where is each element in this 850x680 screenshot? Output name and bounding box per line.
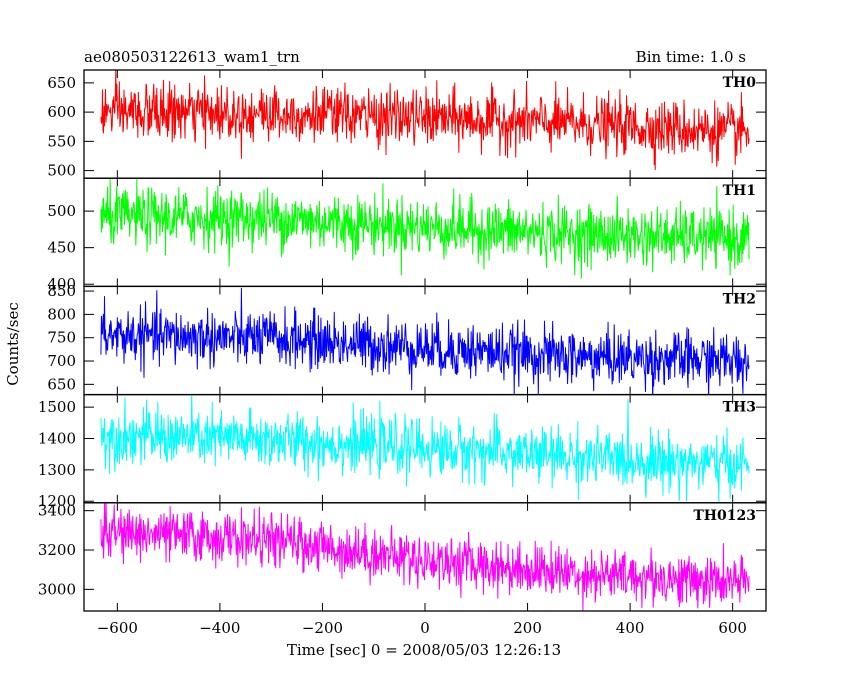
panel-label: TH3 (723, 400, 756, 416)
y-tick-label: 450 (47, 239, 76, 257)
y-tick-label: 3000 (38, 580, 76, 598)
y-tick-label: 500 (47, 202, 76, 220)
panel-th2: 650 700 750 800 850 TH2 (47, 282, 767, 396)
y-tick-label: 3400 (38, 502, 76, 520)
panel-frame (83, 393, 767, 504)
y-tick-label: 400 (47, 275, 76, 293)
y-tick-label: 500 (47, 162, 76, 180)
x-tick-label: −400 (199, 619, 240, 637)
series-th1 (100, 178, 750, 279)
x-tick-label: 400 (616, 619, 645, 637)
panel-th1: 400 450 500 TH1 (47, 177, 767, 293)
panel-label: TH0 (723, 75, 757, 91)
y-tick-label: 650 (47, 74, 76, 92)
y-tick-label: 3200 (38, 541, 76, 559)
panel-th0123: 3000 3200 3400 TH0123 (38, 502, 767, 612)
x-tick-label: 0 (420, 619, 430, 637)
y-tick-label: 750 (47, 329, 76, 347)
y-tick-label: 1400 (38, 430, 76, 448)
panel-th0: 500 550 600 650 TH0 (47, 69, 767, 180)
y-tick-label: 1200 (38, 492, 76, 510)
y-tick-label: 600 (47, 103, 76, 121)
x-axis: −600 −400 −200 0 200 400 600 (97, 619, 747, 637)
series-th0 (100, 70, 750, 170)
panel-label: TH2 (723, 291, 756, 307)
panels-group: 500 550 600 650 TH0 400 450 500 TH1 650 700 750 800 8… (38, 69, 767, 612)
y-tick-label: 1300 (38, 461, 76, 479)
panel-label: TH1 (723, 183, 756, 199)
series-th0123 (100, 502, 750, 611)
series-th3 (100, 394, 750, 503)
y-tick-label: 1500 (38, 398, 76, 416)
panel-th3: 1200 1300 1400 1500 TH3 (38, 393, 767, 510)
y-axis-title: Counts/sec (4, 302, 22, 386)
y-tick-label: 550 (47, 132, 76, 150)
series-th2 (100, 287, 750, 395)
panel-label: TH0123 (693, 508, 756, 524)
x-tick-label: 200 (513, 619, 542, 637)
x-tick-label: −200 (302, 619, 343, 637)
y-tick-label: 850 (47, 282, 76, 300)
x-axis-title: Time [sec] 0 = 2008/05/03 12:26:13 (287, 641, 561, 659)
chart-title: ae080503122613_wam1_trn (84, 48, 300, 66)
y-tick-label: 650 (47, 375, 76, 393)
x-tick-label: 600 (718, 619, 747, 637)
bin-time-label: Bin time: 1.0 s (636, 48, 746, 66)
y-tick-label: 700 (47, 352, 76, 370)
y-tick-label: 800 (47, 305, 76, 323)
x-tick-label: −600 (97, 619, 138, 637)
